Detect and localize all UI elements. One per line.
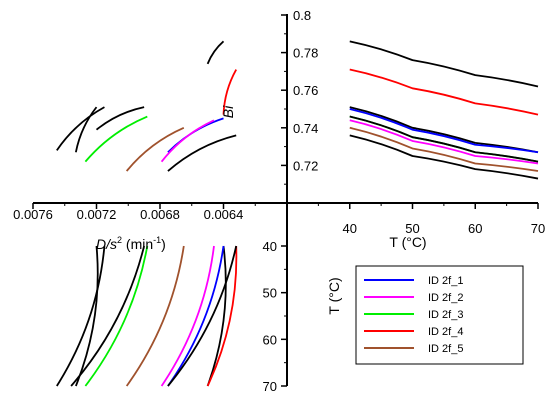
series-line-t-d xyxy=(70,245,145,387)
series-line-t-d xyxy=(206,245,238,387)
series-line-bi-d xyxy=(74,106,98,153)
series-line-bi-d xyxy=(167,117,224,153)
bi-axis-label: Bi xyxy=(220,105,236,118)
d-axis-label: D/s2 (min-1) xyxy=(96,235,166,252)
bi-tick-label: 0.8 xyxy=(293,8,311,23)
series-line-bi-t xyxy=(349,108,539,154)
t-tick-label: 60 xyxy=(468,221,482,236)
legend-entry: ID 2f_1 xyxy=(428,275,463,287)
series-line-bi-t xyxy=(349,68,539,116)
bi-tick-label: 0.72 xyxy=(293,158,318,173)
d-tick-label: 0.0068 xyxy=(140,207,180,222)
series-line-bi-t xyxy=(349,106,539,154)
legend-entry: ID 2f_5 xyxy=(428,343,463,355)
t-tick-label: 40 xyxy=(343,221,357,236)
series-line-bi-t xyxy=(349,126,539,172)
d-tick-label: 0.0076 xyxy=(13,207,53,222)
t-axis-label: T (°C) xyxy=(389,234,426,250)
bi-tick-label: 0.74 xyxy=(293,121,318,136)
series-line-t-d xyxy=(125,245,185,387)
series-line-bi-d xyxy=(56,106,105,151)
legend-entry: ID 2f_3 xyxy=(428,309,463,321)
series-line-bi-d xyxy=(160,119,215,163)
series-line-bi-d xyxy=(125,126,185,172)
series-line-bi-t xyxy=(349,134,539,180)
series-line-bi-d xyxy=(95,106,145,131)
tb-tick-label: 60 xyxy=(263,332,277,347)
legend-entry: ID 2f_4 xyxy=(428,326,463,338)
series-line-bi-d xyxy=(222,69,237,115)
tb-tick-label: 50 xyxy=(263,286,277,301)
legend-entry: ID 2f_2 xyxy=(428,292,463,304)
series-line-bi-d xyxy=(167,134,237,172)
tb-tick-label: 70 xyxy=(263,379,277,394)
series-line-bi-t xyxy=(349,40,539,88)
series-line-t-d xyxy=(167,245,238,387)
series-line-bi-t xyxy=(349,115,539,163)
series-line-bi-d xyxy=(206,40,225,65)
series-line-bi-t xyxy=(349,119,539,165)
t-tick-label: 70 xyxy=(531,221,545,236)
tb-tick-label: 40 xyxy=(263,239,277,254)
d-tick-label: 0.0072 xyxy=(77,207,117,222)
d-tick-label: 0.0064 xyxy=(204,207,244,222)
series-line-t-d xyxy=(206,245,227,387)
series-line-t-d xyxy=(75,245,99,387)
series-line-t-d xyxy=(167,245,225,387)
bi-tick-label: 0.76 xyxy=(293,83,318,98)
series-line-t-d xyxy=(160,245,215,387)
bi-tick-label: 0.78 xyxy=(293,46,318,61)
series-line-bi-d xyxy=(84,115,148,163)
series-line-t-d xyxy=(84,245,149,387)
t-tick-label: 50 xyxy=(405,221,419,236)
series-line-t-d xyxy=(56,245,106,387)
tb-axis-label: T (°C) xyxy=(326,277,342,314)
